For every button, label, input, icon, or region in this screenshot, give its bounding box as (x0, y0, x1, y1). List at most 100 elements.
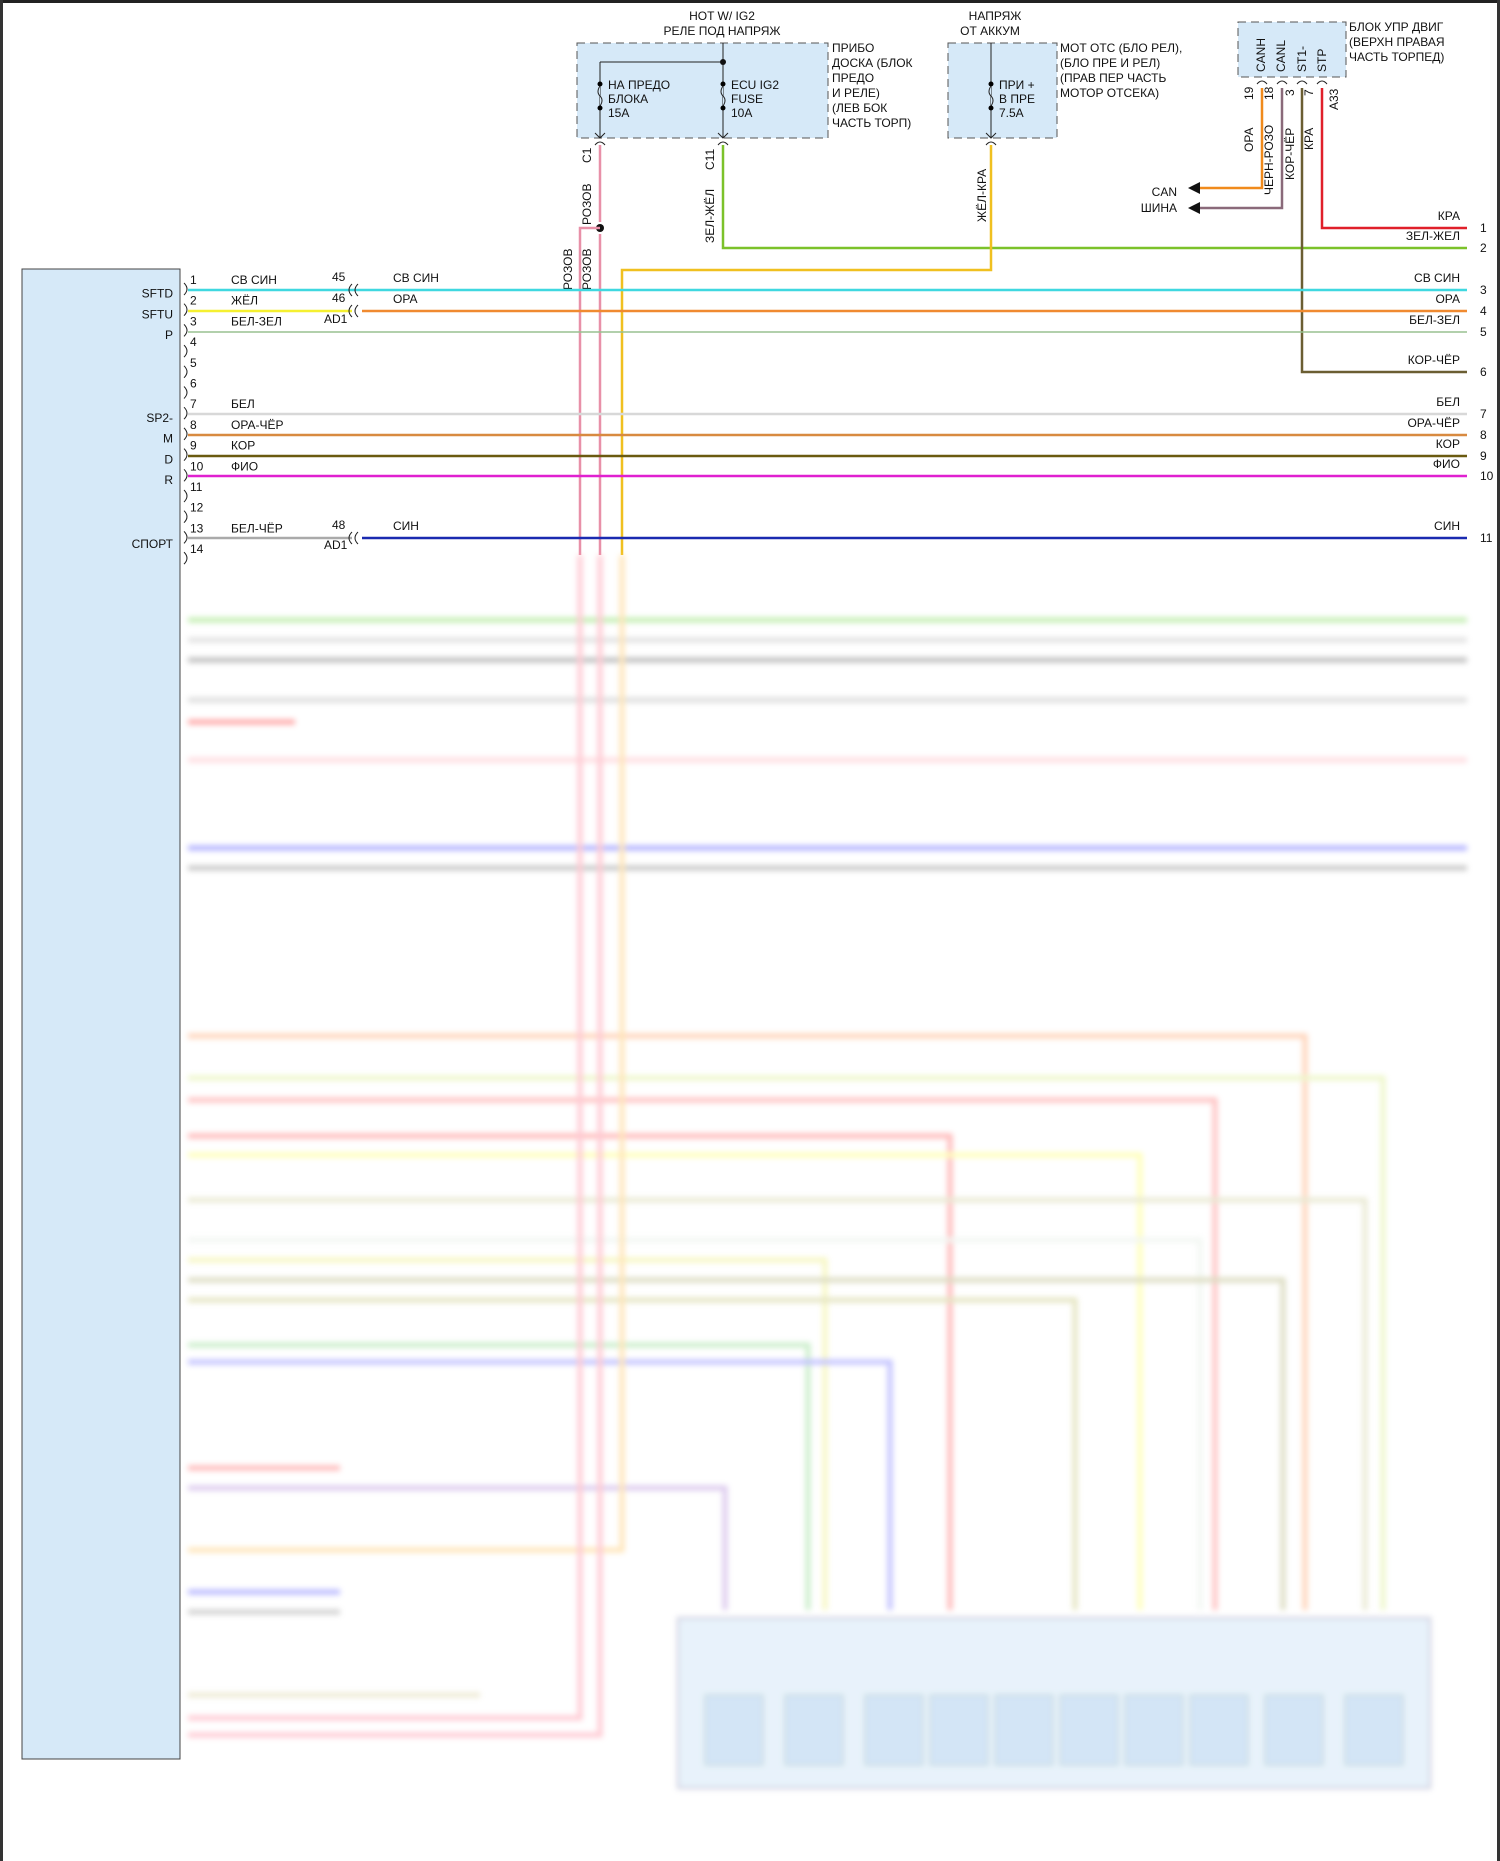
wire-label: КОР-ЧЁР (1408, 353, 1460, 367)
pin-connector-icon (183, 324, 188, 337)
pin-number: 9 (190, 439, 197, 453)
pin-number: 3 (190, 314, 197, 328)
diagram-label: (БЛО ПРЕ И РЕЛ) (1060, 56, 1160, 70)
fuse-rating: 7.5A (999, 106, 1024, 120)
diagram-label: ДОСКА (БЛОК (832, 56, 913, 70)
pin-connector-icon (183, 386, 188, 399)
wire-label: БЕЛ-ЗЕЛ (1409, 313, 1460, 327)
junction-connector: AD1 (324, 538, 348, 552)
pin-stp: STP (1315, 49, 1329, 72)
pin-number: 2 (190, 294, 197, 308)
pin-connector-icon (183, 365, 188, 379)
pin-signal-label: R (164, 473, 173, 487)
diagram-label: КОР-ЧЁР (1283, 128, 1297, 180)
pin-st1: ST1- (1295, 46, 1309, 72)
pin-connector-icon (183, 344, 188, 358)
can-bus-label: ШИНА (1141, 201, 1177, 215)
engine-control-unit: CANH CANL ST1- STP БЛОК УПР ДВИГ (ВЕРХН … (1141, 20, 1445, 215)
right-terminals: КРА 1 ЗЕЛ-ЖЕЛ 2 СВ СИН 3 ОРА 4 БЕЛ-ЗЕЛ 5 КОР-ЧЁР 6 Б… (1406, 209, 1494, 545)
box2-location: МОТ ОТС (БЛО РЕЛ), (БЛО ПРЕ И РЕЛ) (ПРАВ… (1060, 41, 1182, 100)
wire-label: ФИО (1433, 457, 1460, 471)
wire-label: БЕЛ-ЗЕЛ (231, 314, 282, 328)
pin-number: 13 (190, 521, 204, 535)
battery-fuse-box: НАПРЯЖ ОТ АККУМ ПРИ + В ПРЕ 7.5A МОТ ОТС… (947, 9, 1182, 222)
terminal-number: 10 (1480, 469, 1494, 483)
diagram-label: 3 (1283, 89, 1297, 96)
diagram-label: (ПРАВ ПЕР ЧАСТЬ (1060, 71, 1166, 85)
connector-a33: A33 (1327, 88, 1341, 110)
wire-label: СВ СИН (231, 273, 277, 287)
junction-pin: 45 (332, 270, 346, 284)
relay-fuse-box: HOT W/ IG2 РЕЛЕ ПОД НАПРЯЖ НА ПРЕДО БЛОК… (561, 9, 913, 290)
wire-label: ОРА-ЧЁР (231, 418, 284, 432)
wire-label: ЗЕЛ-ЖЕЛ (1406, 229, 1460, 243)
fuse-rating: 15А (608, 106, 629, 120)
pin-number: 10 (190, 459, 204, 473)
terminal-number: 5 (1480, 325, 1487, 339)
wire-label: РОЗОВ (561, 248, 575, 290)
can-bus-label: CAN (1152, 185, 1177, 199)
wire-label: КОР (231, 439, 255, 453)
terminal-number: 8 (1480, 428, 1487, 442)
terminal-number: 6 (1480, 365, 1487, 379)
ecm-location: БЛОК УПР ДВИГ (1349, 20, 1444, 34)
transmission-control-unit: 1 СВ СИН 2 SFTD ЖЁЛ 3 SFTU БЕЛ-ЗЕЛ 4 P 5 6 7 БЕЛ 8 SP2-… (21, 268, 439, 1760)
pin-number: 12 (190, 501, 204, 515)
wire-label: БЕЛ (231, 397, 255, 411)
diagram-label: ОРА (1242, 127, 1256, 152)
fuse-label: ПРИ + (999, 78, 1035, 92)
pin-number: 1 (190, 273, 197, 287)
pin-connector-icon (183, 303, 188, 317)
diagram-label: ЧАСТЬ ТОРП) (832, 116, 911, 130)
box1-location: ПРИБО ДОСКА (БЛОК ПРЕДО И РЕЛЕ) (ЛЕВ БОК… (832, 41, 913, 130)
pin-canl: CANL (1274, 40, 1288, 72)
diagram-label: 19 (1242, 86, 1256, 100)
wire-label: БЕЛ-ЧЁР (231, 521, 283, 535)
ig2-subtitle: РЕЛЕ ПОД НАПРЯЖ (663, 24, 780, 38)
wire-label: СИН (1434, 519, 1460, 533)
diagram-label: И РЕЛЕ) (832, 86, 880, 100)
pin-connector-icon (183, 448, 188, 461)
diagram-label: ЧЕРН-РОЗО (1262, 125, 1276, 195)
terminal-number: 2 (1480, 241, 1487, 255)
diagram-label: КРА (1302, 128, 1316, 150)
fuse-label: FUSE (731, 92, 763, 106)
pin-number: 14 (190, 542, 204, 556)
terminal-number: 1 (1480, 221, 1487, 235)
junction-connector: AD1 (324, 312, 348, 326)
fuse-label: ECU IG2 (731, 78, 779, 92)
diagram-label: МОТОР ОТСЕКА) (1060, 86, 1159, 100)
junction-pin: 46 (332, 291, 346, 305)
battery-title: НАПРЯЖ (969, 9, 1022, 23)
wire-label: КРА (1438, 209, 1460, 223)
arrow-icon (1188, 182, 1200, 194)
junction-pin: 48 (332, 518, 346, 532)
pin-connector-icon (183, 468, 188, 482)
ecm-location: ЧАСТЬ ТОРПЕД) (1349, 50, 1444, 64)
wire-label: ЖЁЛ (231, 294, 258, 308)
diagram-label: (ЛЕВ БОК (832, 101, 887, 115)
terminal-number: 11 (1480, 531, 1493, 545)
pin-signal-label: D (164, 452, 173, 466)
wire-label: СВ СИН (1414, 271, 1460, 285)
pin-number: 11 (190, 480, 203, 494)
pin-number: 5 (190, 356, 197, 370)
wire-label: РОЗОВ (580, 183, 594, 225)
wire-label: СИН (393, 519, 419, 533)
wire-label: ФИО (231, 459, 258, 473)
ig2-title: HOT W/ IG2 (689, 9, 755, 23)
wire-label: ОРА-ЧЁР (1407, 416, 1460, 430)
connector-c1-label: C1 (580, 147, 594, 163)
pin-connector-icon (183, 406, 188, 420)
diagram-label: 7 (1302, 89, 1316, 96)
wire-label: ОРА (1435, 292, 1460, 306)
pin-number: 6 (190, 377, 197, 391)
diagram-label: МОТ ОТС (БЛО РЕЛ), (1060, 41, 1182, 55)
wire-label: РОЗОВ (580, 248, 594, 290)
wire-label: ЗЕЛ-ЖЁЛ (703, 189, 717, 243)
blurred-lower-diagram (188, 555, 1467, 1789)
fuse-icon (597, 81, 603, 111)
arrow-icon (1188, 202, 1200, 214)
wire-label: БЕЛ (1436, 395, 1460, 409)
